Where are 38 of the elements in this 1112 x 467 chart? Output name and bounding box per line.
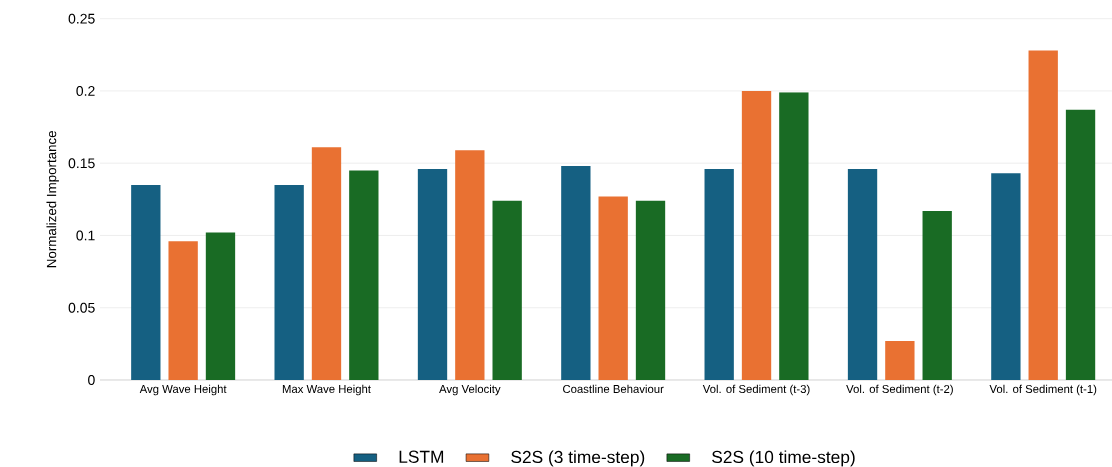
legend-label: S2S (3 time-step) [511, 450, 645, 467]
legend-label: LSTM [399, 450, 444, 464]
bar [598, 196, 628, 381]
y-tick-label: 0 [88, 375, 95, 386]
bar [1065, 109, 1096, 381]
bar [492, 200, 522, 381]
bar [349, 170, 379, 381]
legend-label: S2S (10 time-step) [712, 450, 855, 467]
y-tick-label: 0.1 [76, 230, 95, 241]
bar [1028, 50, 1058, 381]
bar [274, 185, 304, 381]
x-tick-label: Vol. of Sediment (t-2) [846, 384, 953, 396]
x-tick-label: Vol. of Sediment (t-3) [702, 384, 810, 396]
bar [635, 200, 666, 381]
x-tick-label: Max Wave Height [282, 384, 371, 396]
bar [741, 91, 772, 381]
bar [168, 241, 198, 381]
bar [779, 92, 809, 381]
bar [131, 185, 161, 381]
x-tick-label: Avg Wave Height [139, 384, 227, 396]
y-tick-label: 0.25 [68, 13, 95, 24]
y-tick-label: 0.2 [76, 86, 95, 97]
bar [704, 169, 734, 381]
bar [991, 173, 1021, 381]
x-tick-label: Avg Velocity [439, 384, 501, 396]
y-tick-label: 0.15 [68, 158, 95, 169]
bar [311, 147, 342, 381]
bar [922, 211, 952, 381]
bar [455, 150, 485, 381]
bar [847, 169, 878, 381]
y-axis-title: Normalized Importance [46, 131, 59, 268]
bar [885, 341, 915, 381]
bar [561, 166, 591, 381]
y-tick-label: 0.05 [68, 302, 95, 313]
x-tick-label: Vol. of Sediment (t-1) [989, 384, 1097, 396]
x-tick-label: Coastline Behaviour [563, 384, 664, 394]
bar [417, 169, 448, 381]
bar [205, 232, 236, 381]
